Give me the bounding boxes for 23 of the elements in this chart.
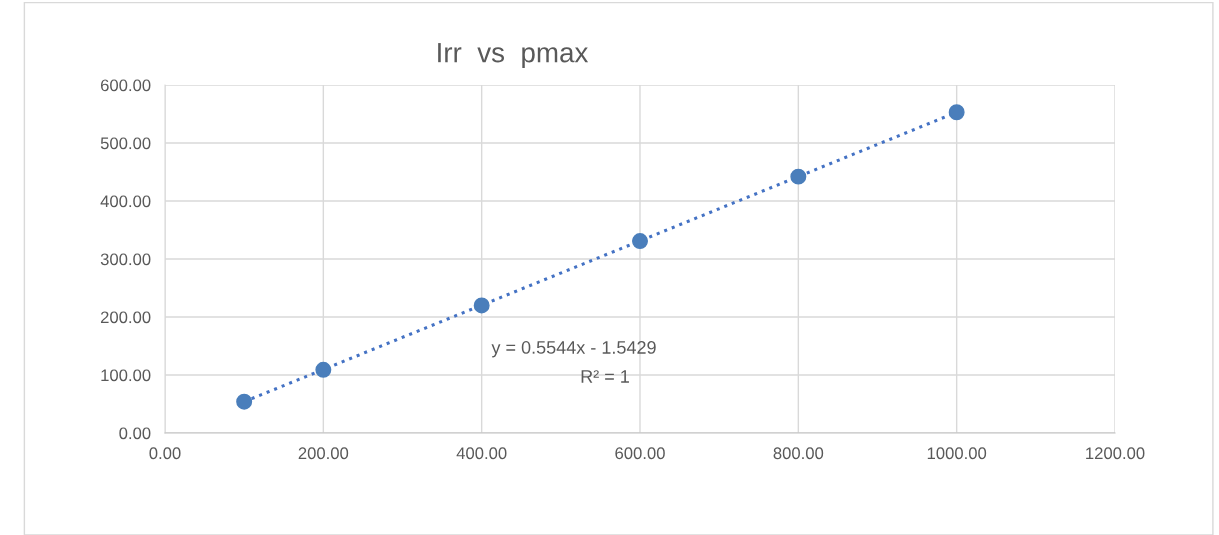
- y-tick-label: 300.00: [100, 253, 151, 266]
- annotation: R² = 1: [581, 370, 629, 383]
- point: [632, 233, 648, 249]
- y-tick-label: 400.00: [100, 195, 151, 208]
- point: [473, 297, 490, 314]
- y-tick-label: 0.00: [119, 427, 151, 440]
- point: [236, 393, 253, 410]
- x-tick-label: 600.00: [615, 447, 665, 460]
- y-tick-label: 600.00: [100, 79, 151, 92]
- y-tick-label: 500.00: [100, 137, 151, 150]
- annotation: y = 0.5544x - 1.5429: [491, 341, 656, 358]
- x-tick-label: 200.00: [298, 447, 349, 460]
- y-tick-label: 100.00: [101, 369, 151, 382]
- point: [790, 168, 807, 185]
- point: [948, 104, 965, 121]
- chart-title: Irr vs pmax: [438, 43, 589, 68]
- point: [315, 361, 332, 378]
- x-tick-label: 0.00: [149, 447, 181, 460]
- x-tick-label: 1000.00: [927, 447, 987, 460]
- x-tick-label: 1200.00: [1086, 447, 1145, 460]
- y-tick-label: 200.00: [100, 311, 151, 324]
- x-tick-label: 800.00: [773, 447, 824, 460]
- x-tick-label: 400.00: [456, 447, 507, 460]
